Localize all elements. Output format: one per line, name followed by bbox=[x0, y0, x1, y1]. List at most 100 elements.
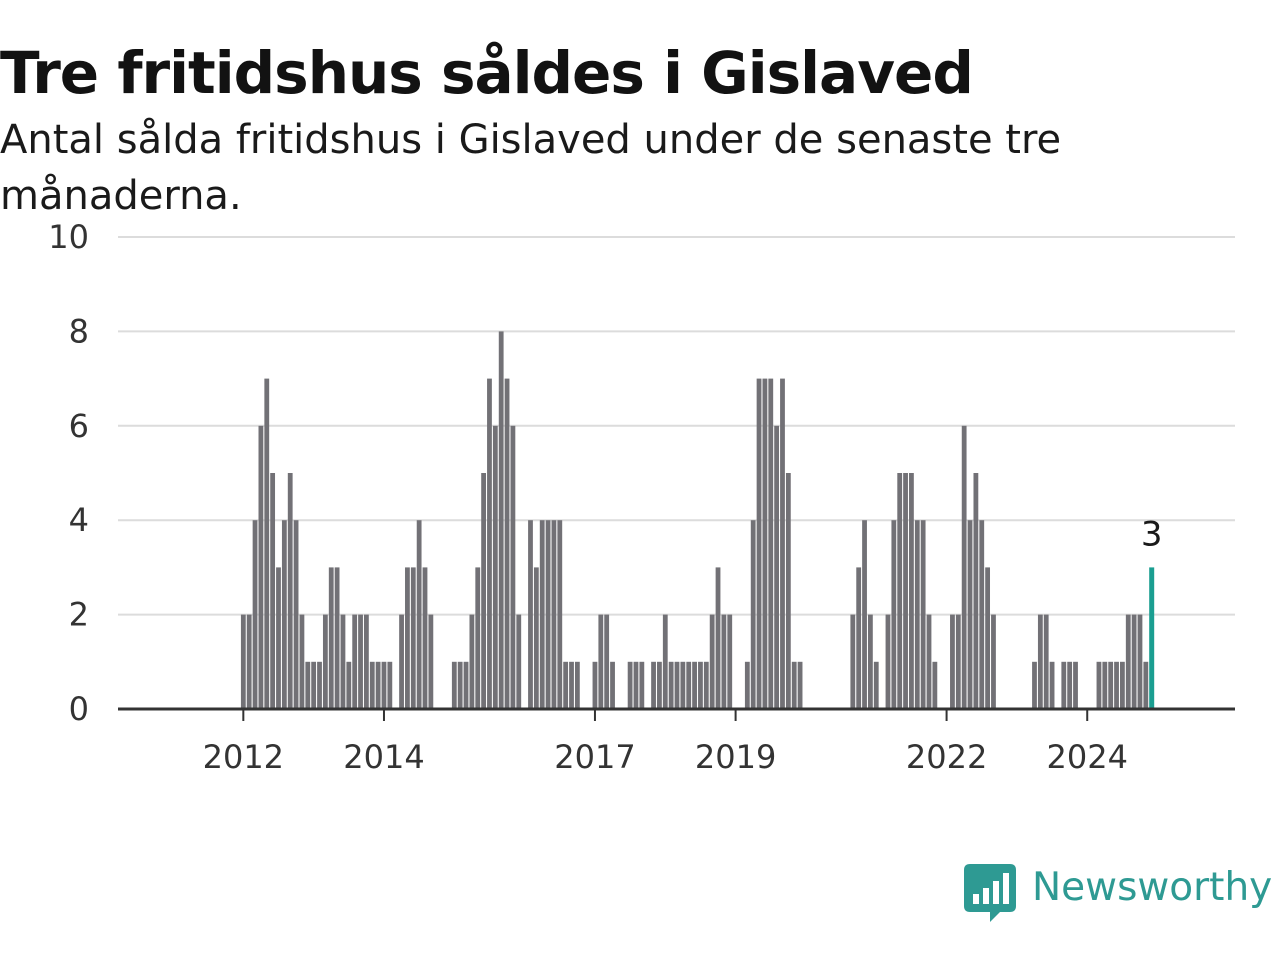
bar bbox=[1043, 614, 1049, 709]
bar bbox=[375, 661, 381, 709]
bar bbox=[1102, 661, 1108, 709]
bar bbox=[475, 567, 481, 709]
bar bbox=[674, 661, 680, 709]
bar bbox=[862, 520, 867, 709]
bar bbox=[528, 520, 533, 709]
y-tick-label: 4 bbox=[69, 501, 89, 539]
bar bbox=[293, 520, 299, 709]
bar bbox=[240, 614, 246, 709]
bar bbox=[1061, 661, 1067, 709]
bar bbox=[504, 378, 510, 709]
bar bbox=[387, 661, 393, 709]
bar bbox=[598, 614, 604, 709]
bar bbox=[909, 473, 914, 709]
x-tick-label: 2024 bbox=[1047, 738, 1128, 776]
bar bbox=[276, 567, 281, 709]
bar bbox=[727, 614, 733, 709]
bar bbox=[287, 473, 293, 709]
bar bbox=[668, 661, 674, 709]
bar bbox=[451, 661, 457, 709]
y-tick-label: 6 bbox=[69, 407, 89, 445]
highlight-bar bbox=[1149, 567, 1155, 709]
bar bbox=[932, 661, 938, 709]
bar bbox=[281, 520, 287, 709]
x-tick-label: 2017 bbox=[554, 738, 635, 776]
bar bbox=[1096, 661, 1102, 709]
brand-name: Newsworthy bbox=[1032, 865, 1273, 910]
bar bbox=[563, 661, 569, 709]
bar bbox=[774, 425, 780, 709]
y-tick-label: 2 bbox=[69, 596, 89, 634]
bar bbox=[721, 614, 727, 709]
bar bbox=[369, 661, 375, 709]
bar bbox=[264, 378, 270, 709]
bar bbox=[399, 614, 404, 709]
bar bbox=[551, 520, 557, 709]
bar bbox=[715, 567, 721, 709]
bar bbox=[592, 661, 598, 709]
bar bbox=[627, 661, 633, 709]
bar bbox=[961, 425, 967, 709]
bar bbox=[1137, 614, 1143, 709]
bar bbox=[246, 614, 252, 709]
bar bbox=[1125, 614, 1131, 709]
bar bbox=[756, 378, 762, 709]
bar bbox=[897, 473, 903, 709]
bar bbox=[574, 661, 580, 709]
bar bbox=[487, 378, 492, 709]
bar bbox=[498, 331, 504, 709]
x-tick-label: 2019 bbox=[695, 738, 776, 776]
bar bbox=[703, 661, 709, 709]
x-tick-label: 2014 bbox=[343, 738, 424, 776]
bar bbox=[381, 661, 387, 709]
bar bbox=[1037, 614, 1043, 709]
bar bbox=[785, 473, 791, 709]
bar bbox=[328, 567, 334, 709]
bar bbox=[873, 661, 879, 709]
bar bbox=[463, 661, 469, 709]
bar bbox=[991, 614, 996, 709]
bar bbox=[1032, 661, 1037, 709]
bar bbox=[457, 661, 463, 709]
bar bbox=[305, 661, 311, 709]
bar bbox=[358, 614, 363, 709]
chart-title: Tre fritidshus såldes i Gislaved bbox=[0, 39, 974, 107]
newsworthy-brand: Newsworthy bbox=[964, 862, 1276, 926]
bar bbox=[633, 661, 639, 709]
bar bbox=[516, 614, 522, 709]
bar bbox=[891, 520, 897, 709]
data-label: 3 bbox=[1141, 514, 1163, 554]
bar bbox=[270, 473, 276, 709]
bar bbox=[1049, 661, 1055, 709]
bar bbox=[973, 473, 979, 709]
bar bbox=[920, 520, 926, 709]
bar bbox=[1131, 614, 1137, 709]
bar bbox=[979, 520, 985, 709]
x-tick-label: 2022 bbox=[906, 738, 987, 776]
bar bbox=[856, 567, 862, 709]
bar bbox=[557, 520, 563, 709]
x-tick-label: 2012 bbox=[203, 738, 284, 776]
bar bbox=[299, 614, 305, 709]
bar bbox=[950, 614, 955, 709]
bar bbox=[698, 661, 703, 709]
bar bbox=[985, 567, 991, 709]
bar bbox=[569, 661, 574, 709]
bar bbox=[791, 661, 797, 709]
bar bbox=[686, 661, 692, 709]
bar bbox=[1067, 661, 1073, 709]
bar bbox=[510, 425, 516, 709]
bar bbox=[1108, 661, 1114, 709]
bar bbox=[533, 567, 539, 709]
bar bbox=[867, 614, 873, 709]
y-tick-label: 10 bbox=[48, 218, 89, 256]
bar bbox=[639, 661, 645, 709]
bar bbox=[662, 614, 668, 709]
bar bbox=[903, 473, 908, 709]
bar bbox=[311, 661, 317, 709]
bar bbox=[797, 661, 803, 709]
bar bbox=[604, 614, 610, 709]
y-tick-label: 8 bbox=[69, 312, 89, 350]
bar bbox=[651, 661, 656, 709]
